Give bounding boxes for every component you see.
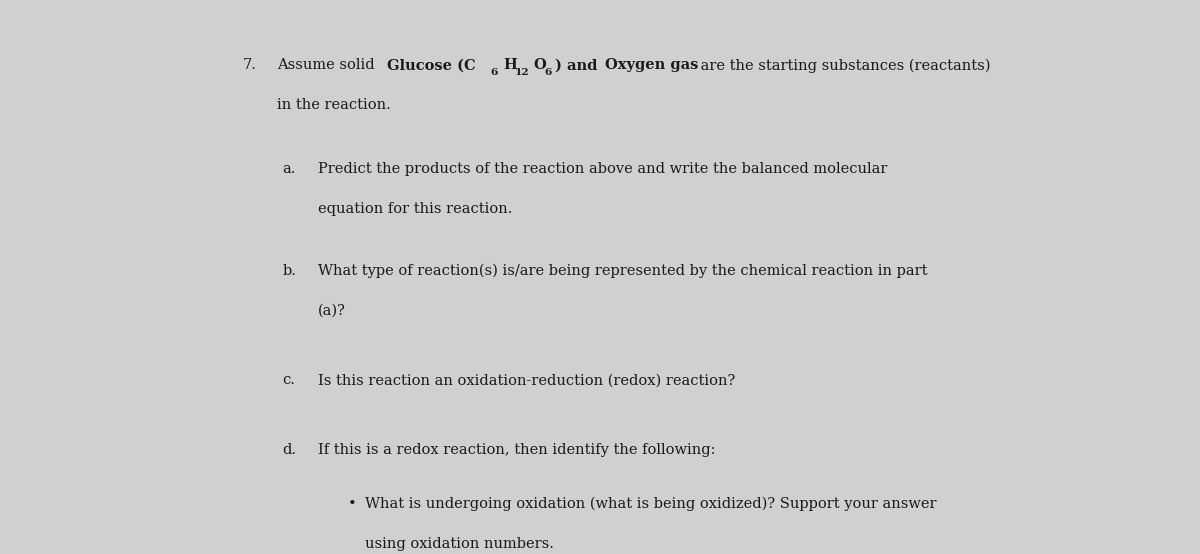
Text: Predict the products of the reaction above and write the balanced molecular: Predict the products of the reaction abo… xyxy=(318,162,888,176)
Text: b.: b. xyxy=(283,264,296,278)
Text: (a)?: (a)? xyxy=(318,304,346,317)
Text: 6: 6 xyxy=(491,68,498,77)
Text: in the reaction.: in the reaction. xyxy=(277,98,391,112)
Text: What is undergoing oxidation (what is being oxidized)? Support your answer: What is undergoing oxidation (what is be… xyxy=(365,497,936,511)
Text: O: O xyxy=(534,58,546,72)
Text: Assume solid: Assume solid xyxy=(277,58,379,72)
Text: ) and: ) and xyxy=(556,58,602,72)
Text: 6: 6 xyxy=(544,68,552,77)
Text: Is this reaction an oxidation-reduction (redox) reaction?: Is this reaction an oxidation-reduction … xyxy=(318,373,736,387)
Text: equation for this reaction.: equation for this reaction. xyxy=(318,202,512,216)
Text: using oxidation numbers.: using oxidation numbers. xyxy=(365,537,553,551)
Text: H: H xyxy=(503,58,517,72)
Text: •: • xyxy=(347,497,356,511)
Text: a.: a. xyxy=(283,162,296,176)
Text: d.: d. xyxy=(283,443,296,457)
Text: If this is a redox reaction, then identify the following:: If this is a redox reaction, then identi… xyxy=(318,443,716,457)
Text: 12: 12 xyxy=(515,68,529,77)
Text: are the starting substances (reactants): are the starting substances (reactants) xyxy=(696,58,990,73)
Text: Oxygen gas: Oxygen gas xyxy=(606,58,698,72)
Text: 7.: 7. xyxy=(244,58,257,72)
Text: Glucose (C: Glucose (C xyxy=(386,58,475,72)
Text: What type of reaction(s) is/are being represented by the chemical reaction in pa: What type of reaction(s) is/are being re… xyxy=(318,264,928,278)
Text: c.: c. xyxy=(283,373,295,387)
